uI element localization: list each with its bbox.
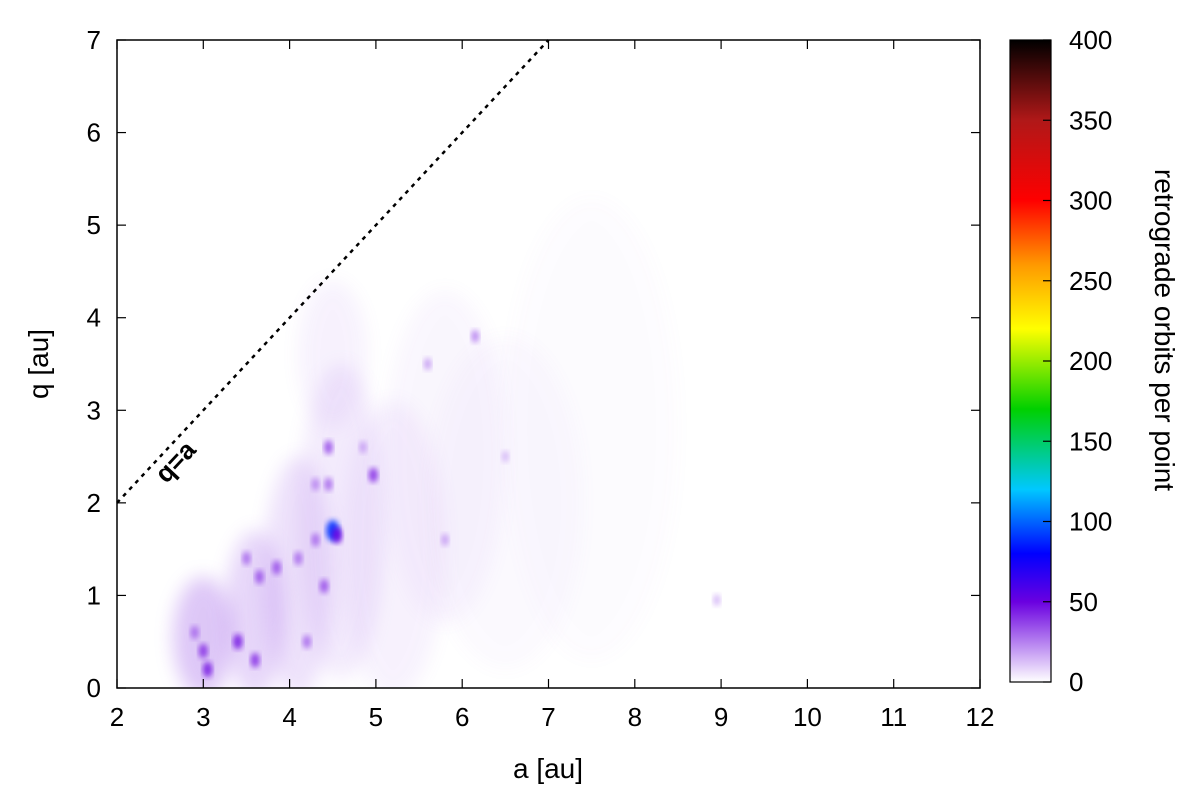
x-axis-ticks: 2 3 4 5 6 7 8 9 10 11 12 bbox=[110, 40, 995, 732]
heatmap-point bbox=[319, 579, 329, 594]
heatmap-point bbox=[242, 551, 251, 566]
heatmap-point bbox=[713, 594, 721, 606]
heatmap-point bbox=[311, 477, 320, 491]
y-tick-label: 3 bbox=[87, 395, 101, 425]
x-tick-label: 12 bbox=[966, 702, 995, 732]
heatmap-point bbox=[324, 477, 333, 492]
density-haze bbox=[173, 576, 234, 688]
y-tick-label: 6 bbox=[87, 118, 101, 148]
colorbar-tick-label: 250 bbox=[1069, 266, 1112, 296]
colorbar-tick-label: 0 bbox=[1069, 667, 1083, 697]
x-tick-label: 4 bbox=[282, 702, 296, 732]
colorbar-tick-label: 100 bbox=[1069, 507, 1112, 537]
density-haze bbox=[298, 280, 368, 429]
heatmap-point bbox=[272, 560, 282, 575]
colorbar-ticks: 0 50 100 150 200 250 300 350 400 bbox=[1043, 25, 1112, 697]
colorbar-tick-label: 300 bbox=[1069, 186, 1112, 216]
q-equals-a-label: q=a bbox=[149, 434, 202, 488]
x-axis-label: a [au] bbox=[513, 753, 583, 784]
heatmap-point bbox=[423, 357, 432, 371]
density-haze bbox=[505, 197, 678, 660]
heatmap-point bbox=[311, 533, 320, 547]
heatmap-point bbox=[202, 661, 213, 678]
x-tick-label: 10 bbox=[793, 702, 822, 732]
x-tick-label: 7 bbox=[541, 702, 555, 732]
heatmap-point bbox=[254, 569, 264, 584]
heatmap-density bbox=[173, 104, 719, 688]
heatmap-point bbox=[324, 440, 333, 455]
y-tick-label: 4 bbox=[87, 303, 101, 333]
heatmap-point bbox=[368, 467, 378, 483]
heatmap-point bbox=[501, 450, 509, 463]
q-equals-a-line bbox=[116, 39, 550, 504]
y-tick-label: 2 bbox=[87, 488, 101, 518]
heatmap-point bbox=[471, 329, 480, 343]
y-tick-label: 1 bbox=[87, 580, 101, 610]
x-tick-label: 9 bbox=[714, 702, 728, 732]
x-tick-label: 11 bbox=[880, 702, 907, 732]
heatmap-point bbox=[250, 652, 260, 668]
colorbar-tick-label: 150 bbox=[1069, 426, 1112, 456]
y-axis-ticks: 0 1 2 3 4 5 6 7 bbox=[87, 25, 980, 703]
heatmap-point bbox=[190, 625, 199, 640]
heatmap-point bbox=[198, 643, 208, 659]
x-tick-label: 2 bbox=[110, 702, 124, 732]
heatmap-point bbox=[332, 527, 343, 544]
heatmap-point bbox=[294, 551, 303, 566]
colorbar-label: retrograde orbits per point bbox=[1149, 169, 1180, 491]
x-tick-label: 6 bbox=[455, 702, 469, 732]
colorbar-tick-label: 400 bbox=[1069, 25, 1112, 55]
y-tick-label: 0 bbox=[87, 673, 101, 703]
heatmap-hotspots bbox=[190, 329, 721, 678]
x-tick-label: 3 bbox=[196, 702, 210, 732]
x-tick-label: 8 bbox=[628, 702, 642, 732]
heatmap-point bbox=[359, 441, 367, 454]
x-tick-label: 5 bbox=[369, 702, 383, 732]
heatmap-point bbox=[233, 634, 243, 650]
colorbar-tick-label: 350 bbox=[1069, 105, 1112, 135]
colorbar-tick-label: 50 bbox=[1069, 587, 1098, 617]
heatmap-point bbox=[302, 634, 312, 649]
y-tick-label: 7 bbox=[87, 25, 101, 55]
colorbar-tick-label: 200 bbox=[1069, 346, 1112, 376]
y-axis-label: q [au] bbox=[23, 329, 54, 399]
y-tick-label: 5 bbox=[87, 210, 101, 240]
heatmap-point bbox=[441, 533, 449, 546]
